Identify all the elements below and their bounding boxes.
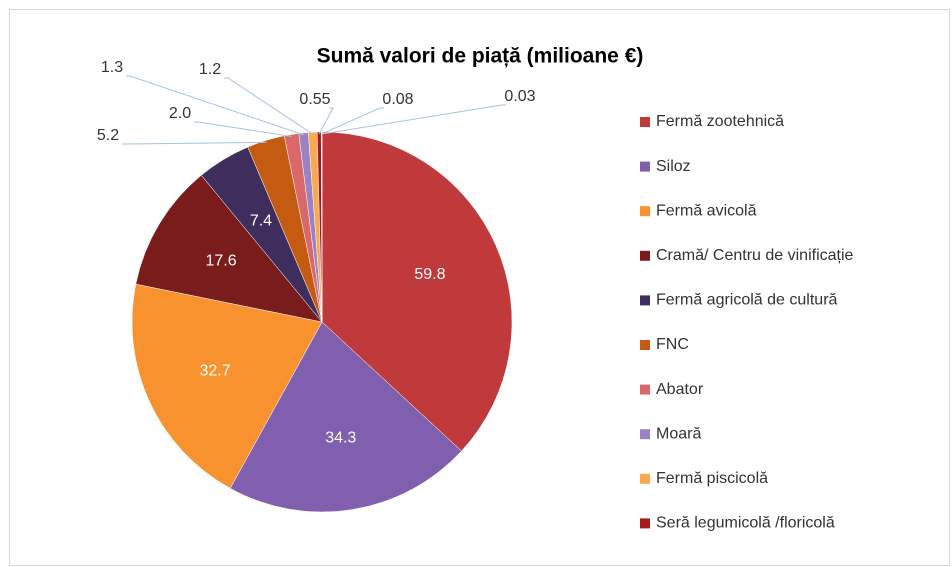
pie-slice [321, 131, 513, 452]
pie-slice [135, 174, 323, 323]
legend-label: Fermă piscicolă [656, 470, 768, 487]
legend-label: Seră legumicolă /floricolă [656, 515, 835, 532]
legend-swatch [640, 295, 650, 306]
legend-label: FNC [656, 336, 689, 353]
data-label: 1.2 [199, 61, 221, 78]
legend-label: Fermă agricolă de cultură [656, 292, 838, 309]
data-label: 5.2 [97, 127, 119, 144]
data-label: 0.08 [382, 91, 413, 108]
data-label: 1.3 [101, 59, 123, 76]
chart-title: Sumă valori de piață (milioane €) [317, 45, 644, 68]
pie-slice [229, 321, 462, 513]
legend-swatch [640, 206, 650, 217]
legend-label: Cramă/ Centru de vinificație [656, 247, 854, 264]
data-label: 59.8 [414, 266, 445, 283]
data-label: 7.4 [250, 212, 272, 229]
legend-label: Siloz [656, 158, 691, 175]
legend-swatch [640, 161, 650, 172]
legend-label: Moară [656, 425, 701, 442]
legend-swatch [640, 518, 650, 529]
leader-line [321, 107, 384, 135]
data-label: 17.6 [205, 252, 236, 269]
leader-line [194, 121, 292, 137]
legend-swatch [640, 250, 650, 261]
legend-swatch [640, 340, 650, 350]
leader-line [122, 141, 267, 145]
leader-line [318, 107, 334, 135]
leader-line [126, 75, 304, 136]
legend-label: Fermă avicolă [656, 202, 757, 219]
legend-swatch [640, 117, 650, 127]
data-label: 0.55 [299, 91, 330, 108]
leader-line [224, 77, 314, 135]
data-label: 32.7 [199, 363, 230, 380]
legend-swatch [640, 384, 650, 395]
legend-swatch [640, 429, 650, 440]
leader-line [321, 104, 506, 135]
pie-slice [131, 283, 323, 489]
legend-label: Abator [656, 381, 704, 398]
data-label: 2.0 [169, 105, 191, 122]
legend-label: Fermă zootehnică [656, 113, 784, 130]
data-label: 0.03 [504, 88, 535, 105]
data-label: 34.3 [325, 430, 356, 447]
legend-swatch [640, 473, 650, 484]
